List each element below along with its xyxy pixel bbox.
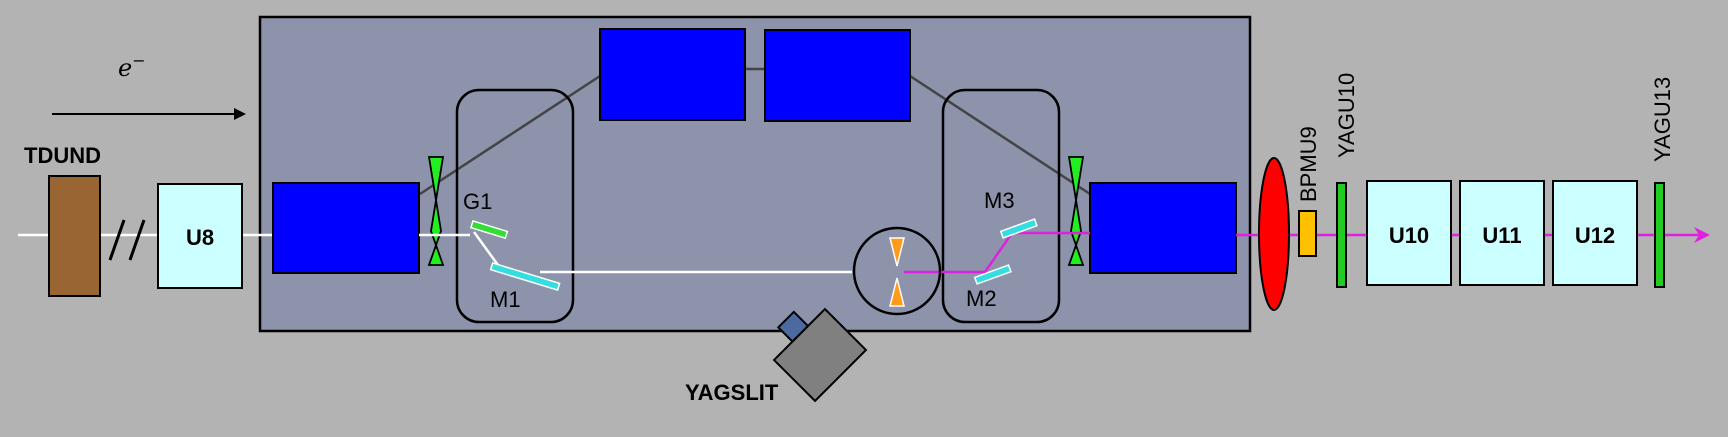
undulator-u12 (1552, 180, 1638, 286)
beam-break-slash-2 (128, 219, 146, 261)
bpm-u9 (1298, 210, 1317, 257)
chicane-enclosure (258, 15, 1252, 333)
m1-label: M1 (490, 287, 521, 312)
yagslit-camera (772, 307, 868, 403)
g1-label: G1 (463, 189, 492, 214)
grating-chamber (455, 88, 575, 324)
slit-chamber (852, 226, 942, 316)
yag-u10 (1336, 182, 1347, 288)
dipole-magnet-2 (599, 28, 746, 121)
xray-arrow-head (1694, 227, 1710, 243)
u10-label: U10 (1389, 223, 1429, 248)
u11-label: U11 (1482, 223, 1521, 248)
undulator-u10 (1366, 180, 1452, 286)
tdund-label: TDUND (24, 143, 101, 168)
yagslit-label: YAGSLIT (685, 380, 779, 405)
slit-blade-top (889, 237, 905, 267)
xray-seed-path (904, 231, 1090, 274)
m2-label: M2 (966, 286, 997, 311)
quadrupole-1 (427, 156, 445, 266)
mirror-chamber (941, 88, 1061, 324)
mirror-m1 (489, 262, 561, 292)
dipole-magnet-3 (764, 29, 911, 122)
slit-blade-bottom (889, 277, 905, 307)
bpmu9-label: BPMU9 (1296, 126, 1321, 202)
u8-label: U8 (186, 225, 214, 250)
grating-g1 (469, 219, 509, 240)
undulator-u11 (1459, 180, 1545, 286)
dipole-magnet-1 (272, 182, 420, 274)
m3-label: M3 (984, 188, 1015, 213)
yagu10-label: YAGU10 (1334, 73, 1359, 158)
tdund-block (48, 175, 101, 297)
quadrupole-2 (1067, 156, 1085, 266)
undulator-u8 (157, 183, 243, 289)
yag-u13 (1654, 182, 1665, 288)
dipole-magnet-4 (1089, 182, 1237, 274)
arrow-head (234, 108, 246, 120)
beam-break-slash-1 (108, 219, 126, 261)
u12-label: U12 (1575, 223, 1615, 248)
electron-label: e− (118, 51, 146, 82)
yagu13-label: YAGU13 (1650, 77, 1675, 162)
mirror-m3 (999, 218, 1038, 239)
mirror-m2 (973, 264, 1012, 285)
chicane-path-1 (419, 74, 601, 196)
diagnostic-lens (1258, 157, 1290, 311)
